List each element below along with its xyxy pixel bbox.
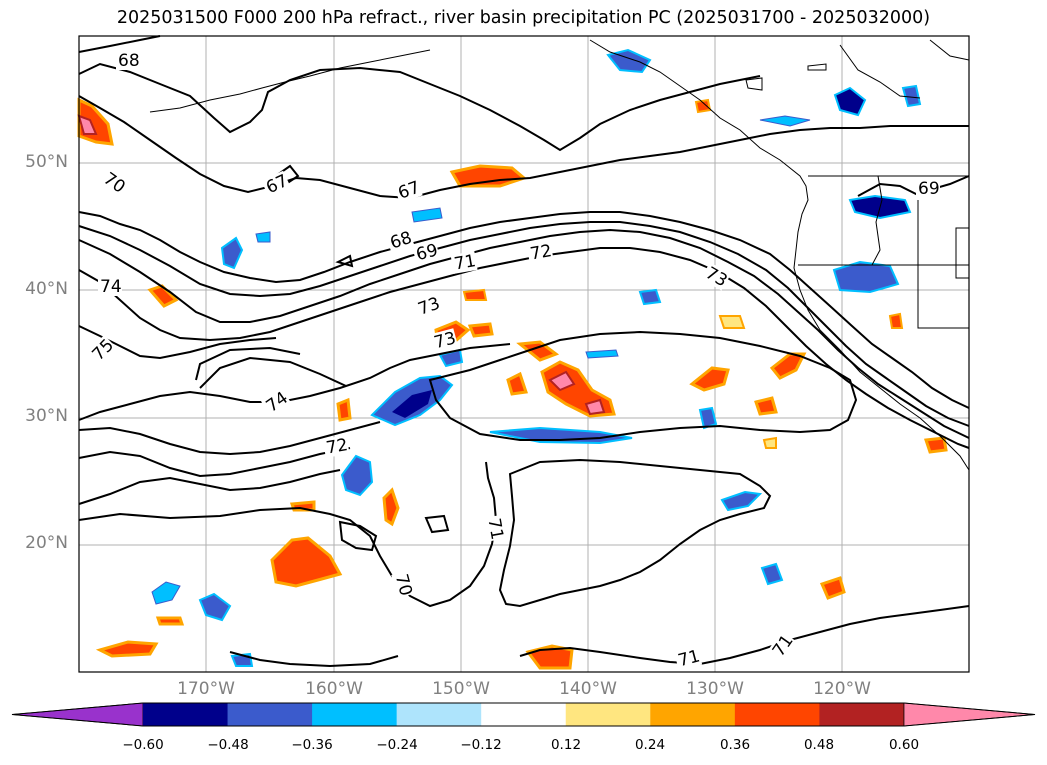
colorbar-tick: 0.36 xyxy=(719,737,751,753)
neg-blob xyxy=(606,48,652,74)
contour-label-bg xyxy=(98,167,129,198)
contour-label-bg xyxy=(484,514,507,542)
lat-label-20n: 20°N xyxy=(25,533,68,553)
lon-label-140w: 140°W xyxy=(559,679,617,699)
neg-blob xyxy=(255,231,271,243)
colorbar-tick: 0.24 xyxy=(634,737,666,753)
colorbar-tick: −0.36 xyxy=(291,737,333,753)
pos-blob xyxy=(462,288,488,301)
pos-blob xyxy=(147,284,179,308)
colorbar-tick: −0.60 xyxy=(122,737,164,753)
contour-label: 69 xyxy=(918,179,940,199)
contour-label: 71 xyxy=(483,517,506,542)
neg-blob xyxy=(151,581,181,605)
pos-blob xyxy=(819,576,846,600)
pos-blob xyxy=(516,340,560,362)
colorbar-tick: 0.60 xyxy=(888,737,920,753)
pos-blob xyxy=(694,98,712,114)
neg-blob xyxy=(585,349,619,359)
contour-label-bg xyxy=(391,570,416,599)
pos-blob xyxy=(525,644,574,670)
pos-blob xyxy=(888,312,904,329)
neg-blob xyxy=(759,115,811,127)
neg-blob xyxy=(392,390,432,418)
neg-blob xyxy=(698,406,718,430)
contour-label: 72 xyxy=(325,435,350,458)
contour-label-bg xyxy=(767,631,798,662)
contour-label-bg xyxy=(700,262,731,291)
pos-blob xyxy=(584,398,606,416)
neg-blob xyxy=(720,490,763,512)
contour-label-bg xyxy=(116,51,140,70)
colorbar-tick: −0.48 xyxy=(207,737,249,753)
contour-label: 68 xyxy=(118,51,140,71)
contour-label-bg xyxy=(450,251,478,274)
colorbar-tick: −0.12 xyxy=(460,737,502,753)
contour-label-bg xyxy=(261,170,292,199)
pos-blob xyxy=(95,640,159,658)
contour-label-bg xyxy=(385,227,415,254)
neg-blob xyxy=(760,562,784,586)
contour-label: 71 xyxy=(453,251,478,274)
neg-blob xyxy=(832,260,900,294)
pos-blob xyxy=(689,366,730,392)
contour-label-bg xyxy=(412,240,441,265)
contour-label-bg xyxy=(413,293,443,320)
colorbar-tick: 0.48 xyxy=(803,737,835,753)
pos-blob xyxy=(506,371,528,396)
pos-blob xyxy=(449,164,528,188)
plot-title: 2025031500 F000 200 hPa refract., river … xyxy=(116,8,931,28)
contour-label-bg xyxy=(393,177,423,204)
refractivity-contours xyxy=(78,35,970,668)
lat-label-40n: 40°N xyxy=(25,279,68,299)
contour-label-bg xyxy=(430,328,459,353)
lon-label-170w: 170°W xyxy=(177,679,235,699)
contour-label: 72 xyxy=(529,241,554,264)
pos-blob xyxy=(382,487,400,527)
pos-blob xyxy=(270,536,343,588)
contour-label-bg xyxy=(98,277,122,296)
lon-label-150w: 150°W xyxy=(432,679,490,699)
lon-label-120w: 120°W xyxy=(813,679,871,699)
pos-blob xyxy=(336,397,352,422)
lat-label-30n: 30°N xyxy=(25,406,68,426)
pos-blob xyxy=(754,396,778,416)
contour-label-bg xyxy=(674,646,703,671)
contour-label-bg xyxy=(526,241,554,264)
pos-blob xyxy=(718,315,746,329)
lon-label-160w: 160°W xyxy=(305,679,363,699)
lon-label-130w: 130°W xyxy=(686,679,744,699)
lat-label-50n: 50°N xyxy=(25,152,68,172)
neg-blob xyxy=(638,288,662,306)
colorbar-tick: 0.12 xyxy=(550,737,582,753)
neg-blob xyxy=(901,84,922,108)
pos-blob xyxy=(762,436,777,449)
contour-label-bg xyxy=(261,387,292,418)
pos-blob xyxy=(467,322,494,338)
colorbar-tick: −0.24 xyxy=(376,737,418,753)
neg-blob xyxy=(340,454,374,497)
neg-blob xyxy=(833,86,867,117)
neg-blob xyxy=(220,236,244,270)
contour-label: 74 xyxy=(100,277,122,297)
neg-blob xyxy=(411,207,443,223)
contour-label-bg xyxy=(916,179,940,198)
contour-label-bg xyxy=(87,335,118,366)
contour-label-bg xyxy=(322,435,350,458)
neg-blob xyxy=(198,592,232,622)
pos-blob xyxy=(548,370,576,392)
pos-blob xyxy=(769,352,807,380)
pos-blob xyxy=(923,436,948,454)
pos-blob xyxy=(77,114,98,135)
neg-blob xyxy=(489,426,633,445)
pos-blob xyxy=(155,616,185,626)
